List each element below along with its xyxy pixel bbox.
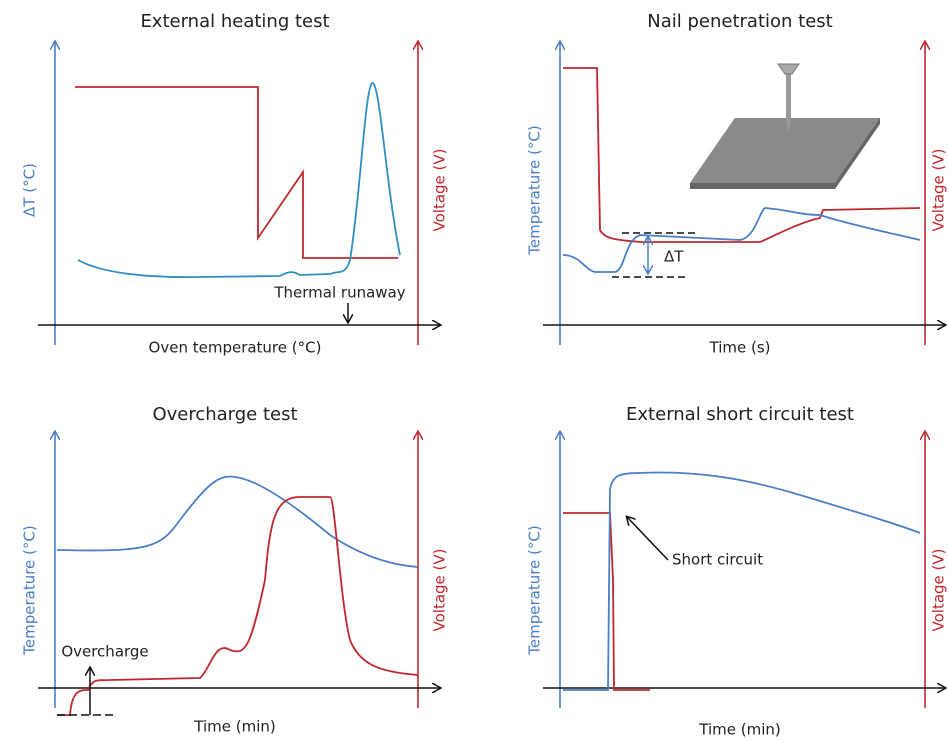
labels: External heating test ΔT (°C) Voltage (V… — [21, 11, 948, 739]
y2-axis-label: Voltage (V) — [431, 149, 449, 232]
annotation: ΔT — [664, 248, 684, 266]
y-axis-label: Temperature (°C) — [526, 125, 544, 255]
x-axis-label: Time (min) — [193, 718, 275, 736]
x-axis-label: Time (min) — [698, 721, 780, 739]
x-axis-label: Time (s) — [709, 339, 771, 357]
panel-title: Overcharge test — [152, 404, 297, 425]
y2-axis-label: Voltage (V) — [930, 149, 948, 232]
annotation-marks — [57, 232, 698, 716]
y-axis-label: Temperature (°C) — [526, 525, 544, 655]
nail-cell-illustration — [690, 63, 880, 189]
annotation: Thermal runaway — [273, 284, 405, 302]
panel-title: External short circuit test — [626, 404, 854, 425]
y-axis-label: Temperature (°C) — [21, 525, 39, 655]
y-axis-label: ΔT (°C) — [21, 163, 39, 217]
panel-title: Nail penetration test — [647, 11, 832, 32]
curves — [56, 67, 921, 716]
axes — [38, 42, 945, 708]
panel-title: External heating test — [140, 11, 329, 32]
x-axis-label: Oven temperature (°C) — [149, 339, 322, 357]
y2-axis-label: Voltage (V) — [930, 549, 948, 632]
y2-axis-label: Voltage (V) — [431, 549, 449, 632]
annotation: Overcharge — [61, 643, 148, 661]
annotation: Short circuit — [672, 551, 763, 569]
